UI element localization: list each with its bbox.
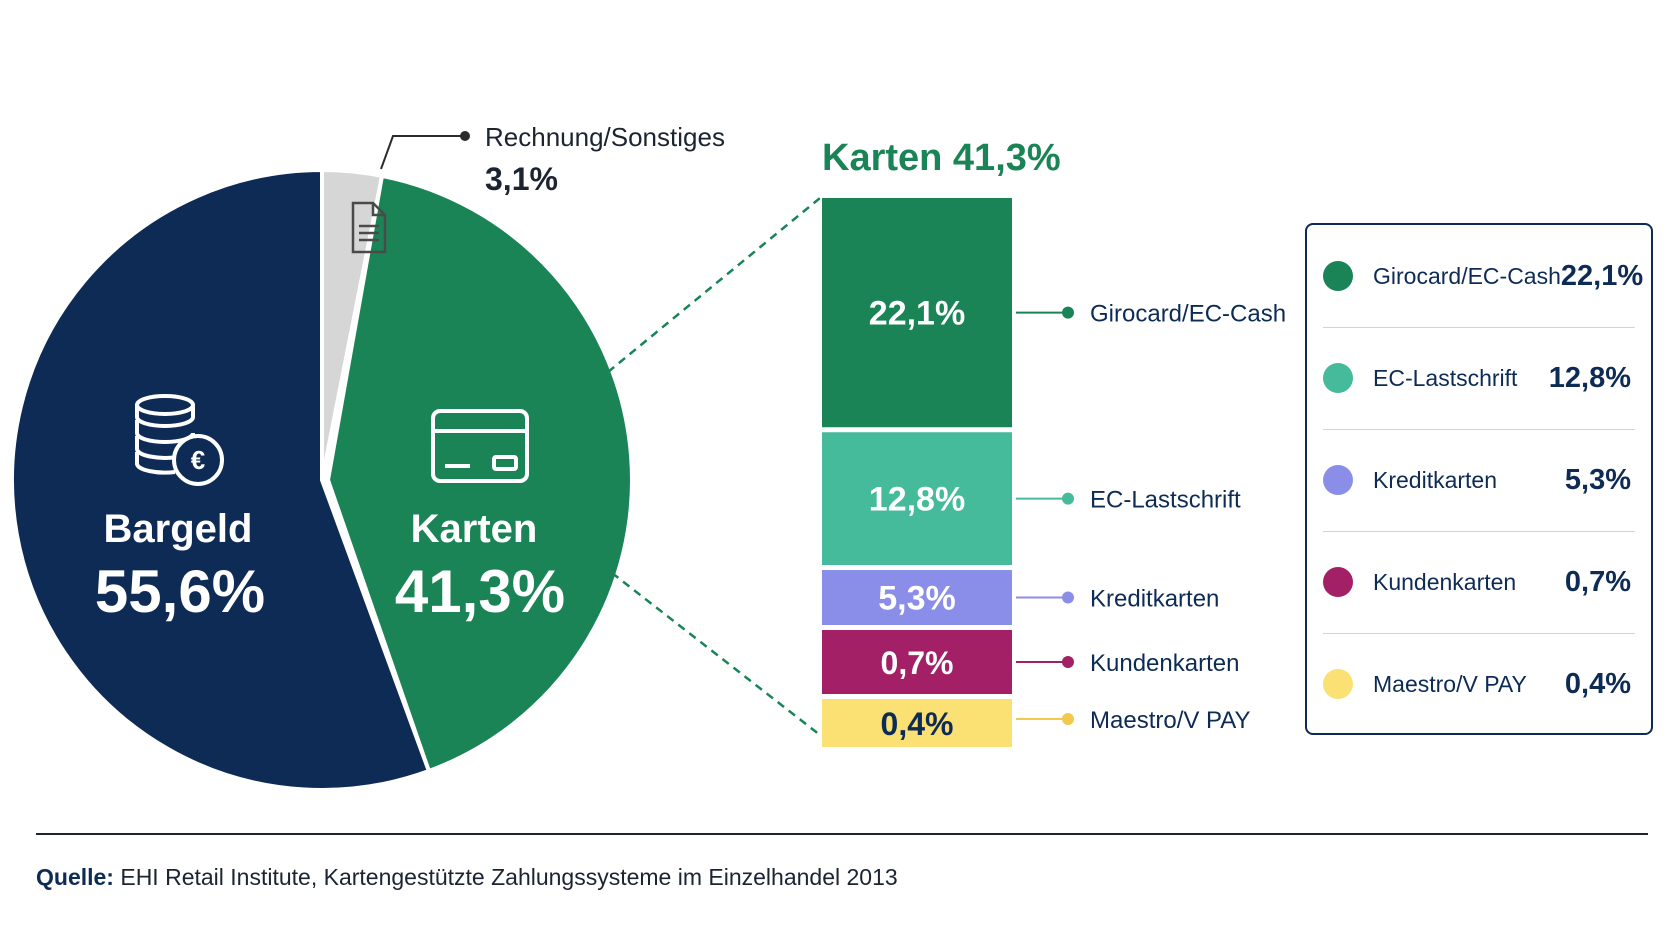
- legend-label: EC-Lastschrift: [1373, 364, 1518, 391]
- bar-category-label-2: EC-Lastschrift: [1090, 487, 1241, 514]
- bar-value-label-5: 0,4%: [881, 706, 954, 742]
- bar-value-label-1: 22,1%: [869, 295, 965, 333]
- bar-value-label-3: 5,3%: [878, 580, 956, 618]
- legend-divider: [1323, 327, 1635, 328]
- stacked-bar: 22,1% Girocard/EC-Cash 12,8% EC-Lastschrift…: [822, 198, 1286, 747]
- bar-segment-1: [822, 198, 1012, 428]
- bargeld-slice: [10, 167, 432, 792]
- legend-swatch: [1323, 669, 1353, 699]
- legend-item: Kundenkarten 0,7%: [1307, 531, 1651, 633]
- sonstiges-label: Rechnung/Sonstiges: [485, 122, 725, 152]
- source-note: Quelle: EHI Retail Institute, Kartengest…: [36, 864, 898, 891]
- legend-panel: Girocard/EC-Cash 22,1% EC-Lastschrift 12,8%…: [1305, 223, 1653, 735]
- coin-stack-euro-icon: €: [135, 394, 224, 486]
- sonstiges-leader-line: [380, 135, 465, 170]
- document-icon: [351, 201, 387, 254]
- bar-leader-dot-4: [1062, 656, 1074, 668]
- legend-divider: [1323, 429, 1635, 430]
- bar-title: Karten 41,3%: [822, 137, 1061, 179]
- bar-leader-dot-5: [1062, 713, 1074, 725]
- bar-category-label-5: Maestro/V PAY: [1090, 707, 1251, 734]
- legend-value: 0,7%: [1564, 565, 1631, 598]
- bar-value-label-4: 0,7%: [881, 645, 954, 681]
- pie-chart: [10, 167, 634, 792]
- legend-item: Girocard/EC-Cash 22,1%: [1307, 225, 1651, 327]
- bar-leader-dot-2: [1062, 492, 1074, 505]
- legend-label: Girocard/EC-Cash: [1373, 262, 1561, 289]
- legend-item: Kreditkarten 5,3%: [1307, 429, 1651, 531]
- legend-label: Maestro/V PAY: [1373, 670, 1527, 697]
- legend-label: Kreditkarten: [1373, 466, 1498, 493]
- connector-top: [607, 197, 821, 373]
- bargeld-label: Bargeld: [104, 507, 253, 551]
- sonstiges-value: 3,1%: [485, 161, 558, 197]
- footer-divider: [36, 833, 1648, 835]
- legend-item: Maestro/V PAY 0,4%: [1307, 633, 1651, 735]
- legend-value: 22,1%: [1560, 259, 1644, 292]
- legend-swatch: [1323, 363, 1353, 393]
- bar-segment-5: [822, 699, 1012, 747]
- bar-segment-3: [822, 570, 1012, 625]
- bar-leader-dot-1: [1062, 306, 1074, 319]
- bar-segment-2: [822, 432, 1012, 566]
- legend-label: Kundenkarten: [1373, 568, 1517, 595]
- source-label: Quelle:: [36, 864, 114, 890]
- bar-value-label-2: 12,8%: [869, 481, 965, 519]
- legend-swatch: [1323, 567, 1353, 597]
- source-text: EHI Retail Institute, Kartengestützte Za…: [120, 864, 898, 890]
- bar-category-label-4: Kundenkarten: [1090, 650, 1239, 677]
- bar-leader-dot-3: [1062, 591, 1074, 604]
- legend-value: 5,3%: [1564, 463, 1631, 496]
- legend-swatch: [1323, 261, 1353, 291]
- karten-slice: [325, 173, 634, 774]
- connector-bottom: [611, 572, 821, 736]
- sonstiges-leader-dot: [460, 131, 470, 141]
- legend-divider: [1323, 531, 1635, 532]
- bar-segment-4: [822, 630, 1012, 694]
- svg-text:€: €: [191, 445, 205, 475]
- bargeld-value: 55,6%: [95, 558, 265, 625]
- legend-divider: [1323, 633, 1635, 634]
- karten-label: Karten: [411, 507, 538, 551]
- legend-value: 12,8%: [1548, 361, 1631, 394]
- credit-card-icon: [431, 409, 529, 483]
- karten-value: 41,3%: [395, 558, 565, 625]
- legend-value: 0,4%: [1564, 667, 1631, 700]
- bar-category-label-3: Kreditkarten: [1090, 586, 1219, 613]
- legend-item: EC-Lastschrift 12,8%: [1307, 327, 1651, 429]
- bar-category-label-1: Girocard/EC-Cash: [1090, 301, 1286, 328]
- legend-swatch: [1323, 465, 1353, 495]
